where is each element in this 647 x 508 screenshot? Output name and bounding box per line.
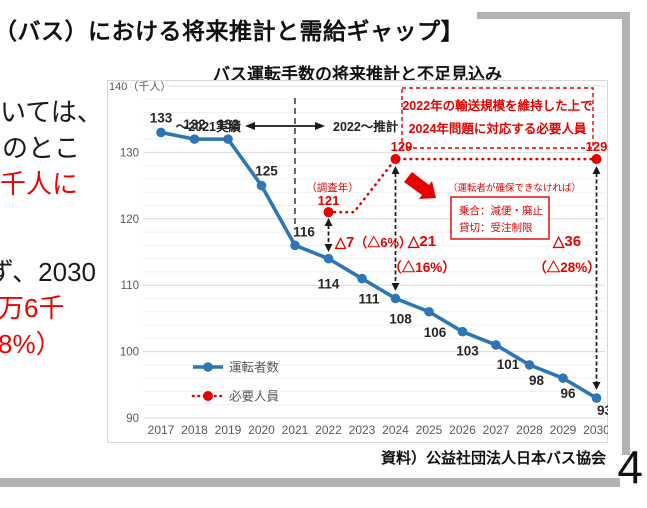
svg-text:2024: 2024 bbox=[382, 423, 409, 437]
driver-count-series bbox=[156, 127, 602, 403]
svg-text:～2021実績: ～2021実績 bbox=[176, 119, 242, 134]
left-text-fragment: のとこ bbox=[2, 133, 81, 163]
svg-text:2017: 2017 bbox=[148, 423, 175, 437]
svg-text:2024年問題に対応する必要人員: 2024年問題に対応する必要人員 bbox=[409, 121, 587, 136]
chart-panel: バス運転手数の将来推計と不足見込み 90 100 110 120 130 140（千人） 2… bbox=[107, 60, 608, 444]
svg-text:△7（△6%）: △7（△6%） bbox=[334, 235, 412, 251]
svg-text:2029: 2029 bbox=[550, 423, 577, 437]
frame-bar-top bbox=[477, 12, 630, 19]
left-text-fragment: 8%） bbox=[0, 329, 62, 359]
svg-text:114: 114 bbox=[318, 277, 340, 292]
svg-text:132: 132 bbox=[217, 117, 240, 132]
svg-text:2027: 2027 bbox=[483, 423, 510, 437]
gap-arrows bbox=[324, 166, 601, 390]
svg-text:98: 98 bbox=[529, 373, 545, 388]
left-text-fragment: いては、 bbox=[0, 97, 103, 127]
svg-text:2022～推計: 2022～推計 bbox=[333, 119, 399, 134]
svg-text:（△16%）: （△16%） bbox=[388, 259, 456, 275]
svg-text:101: 101 bbox=[497, 357, 520, 372]
driver-count-labels: 133 132 132 125 116 114 111 108 106 103 101 98 96 93 bbox=[150, 110, 608, 418]
svg-text:（運転者が確保できなければ）: （運転者が確保できなければ） bbox=[448, 182, 581, 194]
svg-text:2021: 2021 bbox=[282, 423, 309, 437]
svg-text:100: 100 bbox=[120, 347, 139, 359]
axis-labels: 90 100 110 120 130 140（千人） 2017 2018 2019 2020 202… bbox=[109, 80, 608, 437]
svg-text:2023: 2023 bbox=[349, 423, 376, 437]
frame-bar-bottom bbox=[0, 478, 620, 487]
svg-text:96: 96 bbox=[560, 386, 576, 401]
left-text-fragment: 万6千 bbox=[0, 293, 65, 323]
svg-text:2028: 2028 bbox=[516, 423, 543, 437]
svg-text:乗合：減便・廃止: 乗合：減便・廃止 bbox=[459, 204, 543, 217]
svg-text:△21: △21 bbox=[407, 233, 436, 250]
svg-text:133: 133 bbox=[150, 110, 173, 125]
frame-bar-right bbox=[622, 12, 630, 455]
svg-text:2019: 2019 bbox=[215, 423, 242, 437]
required-personnel-series: （調査年）121 129 129 bbox=[306, 139, 608, 218]
svg-text:（調査年）: （調査年） bbox=[306, 181, 359, 194]
svg-text:2022年の輸送規模を維持した上で: 2022年の輸送規模を維持した上で bbox=[402, 98, 592, 113]
period-separator: ～2021実績 2022～推計 bbox=[176, 98, 399, 228]
page-heading: （バス）における将来推計と需給ギャップ】 bbox=[0, 18, 464, 44]
svg-text:93: 93 bbox=[597, 403, 608, 418]
svg-text:130: 130 bbox=[120, 147, 139, 159]
svg-text:2030: 2030 bbox=[583, 423, 608, 437]
svg-text:129: 129 bbox=[586, 139, 608, 154]
svg-text:2026: 2026 bbox=[449, 423, 476, 437]
chart-canvas: 90 100 110 120 130 140（千人） 2017 2018 2019 2020 202… bbox=[107, 80, 608, 443]
svg-text:120: 120 bbox=[120, 214, 139, 226]
left-text-fragment: 千人に bbox=[0, 169, 79, 199]
svg-text:106: 106 bbox=[424, 325, 447, 340]
svg-text:90: 90 bbox=[126, 413, 139, 425]
svg-text:110: 110 bbox=[121, 280, 139, 292]
svg-text:必要人員: 必要人員 bbox=[229, 390, 280, 404]
svg-text:△36: △36 bbox=[552, 233, 581, 250]
svg-text:2025: 2025 bbox=[416, 423, 443, 437]
requirement-box: 2022年の輸送規模を維持した上で 2024年問題に対応する必要人員 bbox=[401, 87, 594, 149]
svg-text:（△28%）: （△28%） bbox=[533, 259, 601, 275]
red-block-arrow-icon bbox=[404, 172, 436, 199]
svg-text:125: 125 bbox=[255, 164, 278, 179]
page-number: 4 bbox=[617, 441, 643, 493]
svg-text:116: 116 bbox=[293, 224, 315, 239]
svg-text:2018: 2018 bbox=[181, 423, 208, 437]
svg-text:103: 103 bbox=[456, 344, 479, 359]
gap-labels: △7（△6%）△21 （△16%） △36 （△28%） bbox=[334, 233, 601, 275]
svg-text:2022: 2022 bbox=[315, 423, 342, 437]
chart-title: バス運転手数の将来推計と不足見込み bbox=[213, 65, 502, 84]
svg-text:121: 121 bbox=[318, 193, 340, 208]
svg-text:132: 132 bbox=[183, 117, 206, 132]
svg-text:2020: 2020 bbox=[248, 423, 275, 437]
svg-text:貸切：受注制限: 貸切：受注制限 bbox=[459, 221, 533, 234]
svg-text:111: 111 bbox=[358, 292, 380, 307]
svg-text:140（千人）: 140（千人） bbox=[109, 80, 171, 93]
svg-text:運転者数: 運転者数 bbox=[229, 360, 280, 375]
svg-text:129: 129 bbox=[391, 139, 413, 154]
left-text-fragment: ず、2030 bbox=[0, 257, 97, 287]
svg-text:108: 108 bbox=[389, 311, 412, 326]
source-note: 資料）公益社団法人日本バス協会 bbox=[380, 450, 606, 467]
